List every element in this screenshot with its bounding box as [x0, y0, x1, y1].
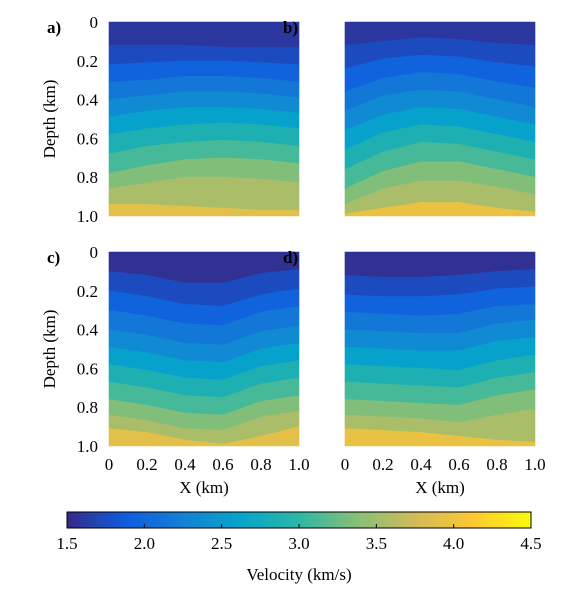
colorbar-tick-label: 4.0: [443, 534, 464, 553]
y-tick-label: 0.6: [77, 129, 98, 148]
y-tick-label: 1.0: [77, 207, 98, 226]
panel-label: b): [283, 18, 298, 37]
x-tick-label: 0.6: [212, 455, 233, 474]
x-tick-label: 1.0: [288, 455, 309, 474]
y-axis-label: Depth (km): [40, 80, 59, 159]
y-tick-label: 1.0: [77, 437, 98, 456]
x-tick-label: 0: [105, 455, 114, 474]
x-tick-label: 0.4: [410, 455, 432, 474]
y-axis-label: Depth (km): [40, 310, 59, 389]
y-tick-label: 0: [90, 13, 99, 32]
panel-label: c): [47, 248, 60, 267]
y-tick-label: 0.2: [77, 52, 98, 71]
colorbar-tick-label: 2.5: [211, 534, 232, 553]
colorbar-tick-label: 3.0: [288, 534, 309, 553]
layer-0: [108, 21, 300, 48]
panel-b: b): [283, 18, 536, 217]
colorbar: 1.5 2.0 2.5 3.0 3.5 4.0 4.5 Velocity (km/s): [56, 511, 542, 584]
layer-10: [344, 202, 536, 217]
panel-a: a) 0 0.2 0.4 0.6 0.8 1.0 Depth (km): [40, 13, 300, 226]
y-tick-label: 0.4: [77, 321, 99, 340]
x-tick-label: 1.0: [524, 455, 545, 474]
x-tick-label: 0.2: [372, 455, 393, 474]
y-tick-label: 0.2: [77, 282, 98, 301]
colorbar-ticks: 1.5 2.0 2.5 3.0 3.5 4.0 4.5: [56, 524, 542, 553]
layer-10: [108, 204, 300, 217]
x-tick-label: 0: [341, 455, 350, 474]
panel-label: d): [283, 248, 298, 267]
panel-c: c) 0 0.2 0.4 0.6 0.8 1.0 Depth (km) 0 0.2 0.4 0.6 0.…: [40, 243, 310, 497]
x-axis-label: X (km): [415, 478, 465, 497]
y-tick-label: 0.8: [77, 398, 98, 417]
x-tick-label: 0.8: [250, 455, 271, 474]
x-tick-label: 0.6: [448, 455, 469, 474]
y-tick-label: 0.6: [77, 359, 98, 378]
colorbar-tick-label: 1.5: [56, 534, 77, 553]
y-tick-label: 0.4: [77, 91, 99, 110]
layer-10: [108, 426, 300, 447]
y-tick-label: 0: [90, 243, 99, 262]
panel-d: d) 0 0.2 0.4 0.6 0.8 1.0 X (km): [283, 248, 546, 497]
x-tick-label: 0.8: [486, 455, 507, 474]
colorbar-tick-label: 3.5: [366, 534, 387, 553]
panels: a) 0 0.2 0.4 0.6 0.8 1.0 Depth (km) b) c) 0 0.2 0.4 0…: [40, 13, 546, 497]
x-tick-label: 0.2: [136, 455, 157, 474]
panel-label: a): [47, 18, 61, 37]
x-axis-label: X (km): [179, 478, 229, 497]
y-tick-label: 0.8: [77, 168, 98, 187]
colorbar-tick-label: 4.5: [520, 534, 541, 553]
colorbar-tick-label: 2.0: [134, 534, 155, 553]
layer-10: [344, 428, 536, 447]
x-tick-label: 0.4: [174, 455, 196, 474]
colorbar-label: Velocity (km/s): [246, 565, 351, 584]
